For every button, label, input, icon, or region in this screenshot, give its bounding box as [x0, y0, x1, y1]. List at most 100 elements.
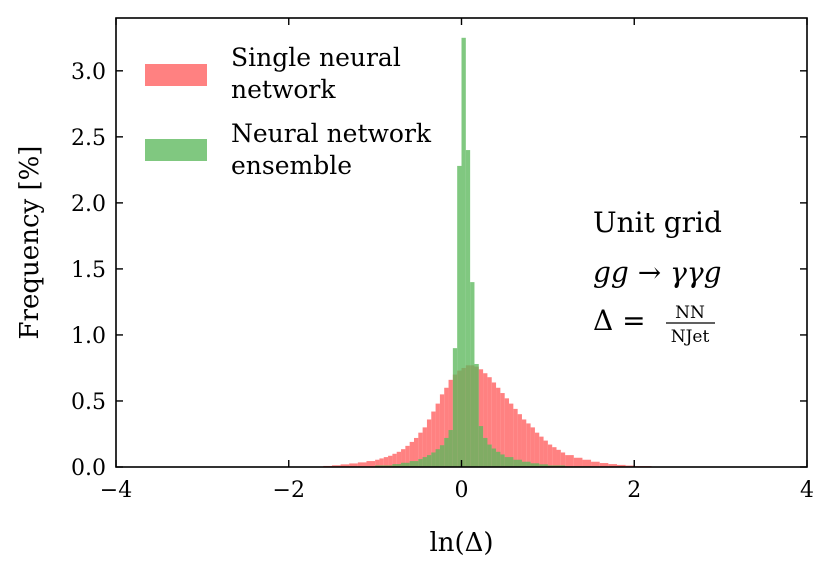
single-network-bar-19 — [426, 419, 432, 467]
single-network-bar-47 — [547, 444, 553, 467]
y-tick-label-5: 2.5 — [71, 126, 106, 151]
single-network-bar-6 — [366, 461, 376, 467]
single-network-bar-54 — [591, 461, 600, 467]
ensemble-bars — [331, 37, 592, 468]
single-network-bar-8 — [379, 458, 384, 467]
x-tick-label-4: 4 — [800, 478, 814, 503]
ensemble-bar-8 — [431, 452, 436, 467]
single-network-bar-36 — [500, 393, 505, 467]
y-tick-label-4: 2.0 — [71, 192, 106, 217]
single-network-bar-42 — [526, 423, 531, 467]
single-network-bar-51 — [565, 455, 574, 467]
x-tick-label-0: −4 — [100, 478, 132, 503]
ensemble-bar-29 — [539, 464, 548, 467]
ensemble-bar-3 — [401, 462, 410, 467]
annotation-grid: Unit grid — [593, 206, 722, 239]
ensemble-bar-23 — [496, 451, 501, 467]
single-network-bar-46 — [543, 440, 548, 467]
single-network-bar-7 — [375, 459, 380, 467]
single-network-bar-40 — [517, 414, 522, 467]
single-network-bar-21 — [435, 403, 440, 467]
y-tick-label-0: 0.0 — [71, 456, 106, 481]
y-axis-title: Frequency [%] — [15, 146, 45, 340]
single-network-bar-18 — [422, 427, 427, 467]
ensemble-bar-21 — [487, 444, 492, 467]
ensemble-bar-26 — [513, 459, 522, 467]
single-network-bar-50 — [560, 452, 566, 467]
ensemble-bar-27 — [521, 461, 531, 467]
ensemble-bar-14 — [457, 165, 462, 467]
legend-label-single-network-line2: network — [231, 75, 336, 104]
ensemble-bar-7 — [426, 455, 432, 467]
single-network-bar-13 — [401, 449, 406, 467]
single-network-bar-23 — [444, 387, 449, 467]
legend-label-ensemble-line2: ensemble — [231, 151, 352, 180]
y-tick-label-2: 1.0 — [71, 324, 106, 349]
ensemble-bar-20 — [483, 437, 488, 467]
single-network-bar-45 — [539, 436, 544, 467]
single-network-bar-9 — [383, 457, 389, 467]
single-network-bar-35 — [496, 387, 501, 467]
x-tick-label-3: 2 — [627, 478, 641, 503]
ensemble-bar-22 — [491, 448, 497, 467]
x-tick-label-2: 0 — [455, 478, 469, 503]
ensemble-bar-11 — [444, 437, 449, 467]
single-network-bar-38 — [509, 403, 514, 467]
single-network-bar-41 — [521, 419, 527, 467]
single-network-bar-22 — [439, 394, 445, 467]
ensemble-bar-15 — [461, 37, 466, 468]
annotation-process: gg → γγg — [593, 256, 722, 289]
ensemble-bar-9 — [435, 449, 440, 467]
legend-swatch-single-network — [145, 64, 207, 86]
single-network-bar-44 — [534, 432, 540, 467]
single-network-bar-34 — [491, 382, 497, 467]
single-network-bar-53 — [582, 459, 592, 467]
single-network-bar-43 — [530, 427, 535, 467]
single-network-bar-57 — [616, 464, 626, 467]
y-tick-label-6: 3.0 — [71, 60, 106, 85]
legend: Single neural network Neural network ens… — [145, 43, 432, 180]
single-network-bar-37 — [504, 398, 510, 467]
annotation-delta-numerator: NN — [675, 303, 705, 323]
single-network-bar-24 — [448, 379, 453, 467]
single-network-bar-14 — [405, 445, 410, 467]
ensemble-bar-12 — [448, 430, 453, 467]
single-network-bar-3 — [340, 464, 350, 467]
single-network-bar-20 — [431, 411, 436, 467]
legend-label-ensemble-line1: Neural network — [231, 119, 432, 148]
y-tick-label-3: 1.5 — [71, 258, 106, 283]
single-network-bar-55 — [599, 463, 609, 467]
ensemble-bar-24 — [500, 454, 505, 467]
ensemble-bar-25 — [504, 457, 514, 467]
ensemble-bar-5 — [418, 459, 423, 467]
single-network-bar-2 — [331, 465, 341, 467]
annotation-delta-lhs: Δ = — [593, 304, 646, 337]
single-network-bar-15 — [409, 441, 414, 467]
ensemble-bar-10 — [439, 445, 445, 467]
single-network-bar-32 — [483, 373, 488, 467]
ensemble-bar-16 — [465, 150, 471, 467]
single-network-bar-11 — [392, 453, 397, 467]
y-tick-label-1: 0.5 — [71, 390, 106, 415]
ensemble-bar-6 — [422, 457, 427, 467]
single-network-bar-31 — [478, 369, 484, 467]
ensemble-bar-18 — [474, 363, 479, 467]
single-network-bar-10 — [388, 455, 393, 467]
single-network-bar-49 — [556, 449, 561, 467]
single-network-bar-52 — [573, 457, 583, 467]
ensemble-bar-4 — [409, 461, 419, 467]
legend-label-single-network-line1: Single neural — [231, 43, 401, 72]
annotation-delta-denominator: NJet — [671, 327, 710, 347]
ensemble-bar-19 — [478, 426, 484, 467]
single-network-bar-39 — [513, 408, 518, 467]
single-network-bar-5 — [357, 462, 367, 467]
x-tick-label-1: −2 — [273, 478, 305, 503]
single-network-bar-12 — [396, 451, 402, 467]
ensemble-bar-28 — [530, 463, 540, 467]
ensemble-bar-17 — [470, 282, 475, 467]
single-network-bar-4 — [349, 463, 358, 467]
single-network-bar-17 — [418, 432, 423, 467]
y-axis: 0.0 0.5 1.0 1.5 2.0 2.5 3.0 — [71, 60, 807, 481]
x-axis: −4 −2 0 2 4 — [100, 18, 814, 503]
